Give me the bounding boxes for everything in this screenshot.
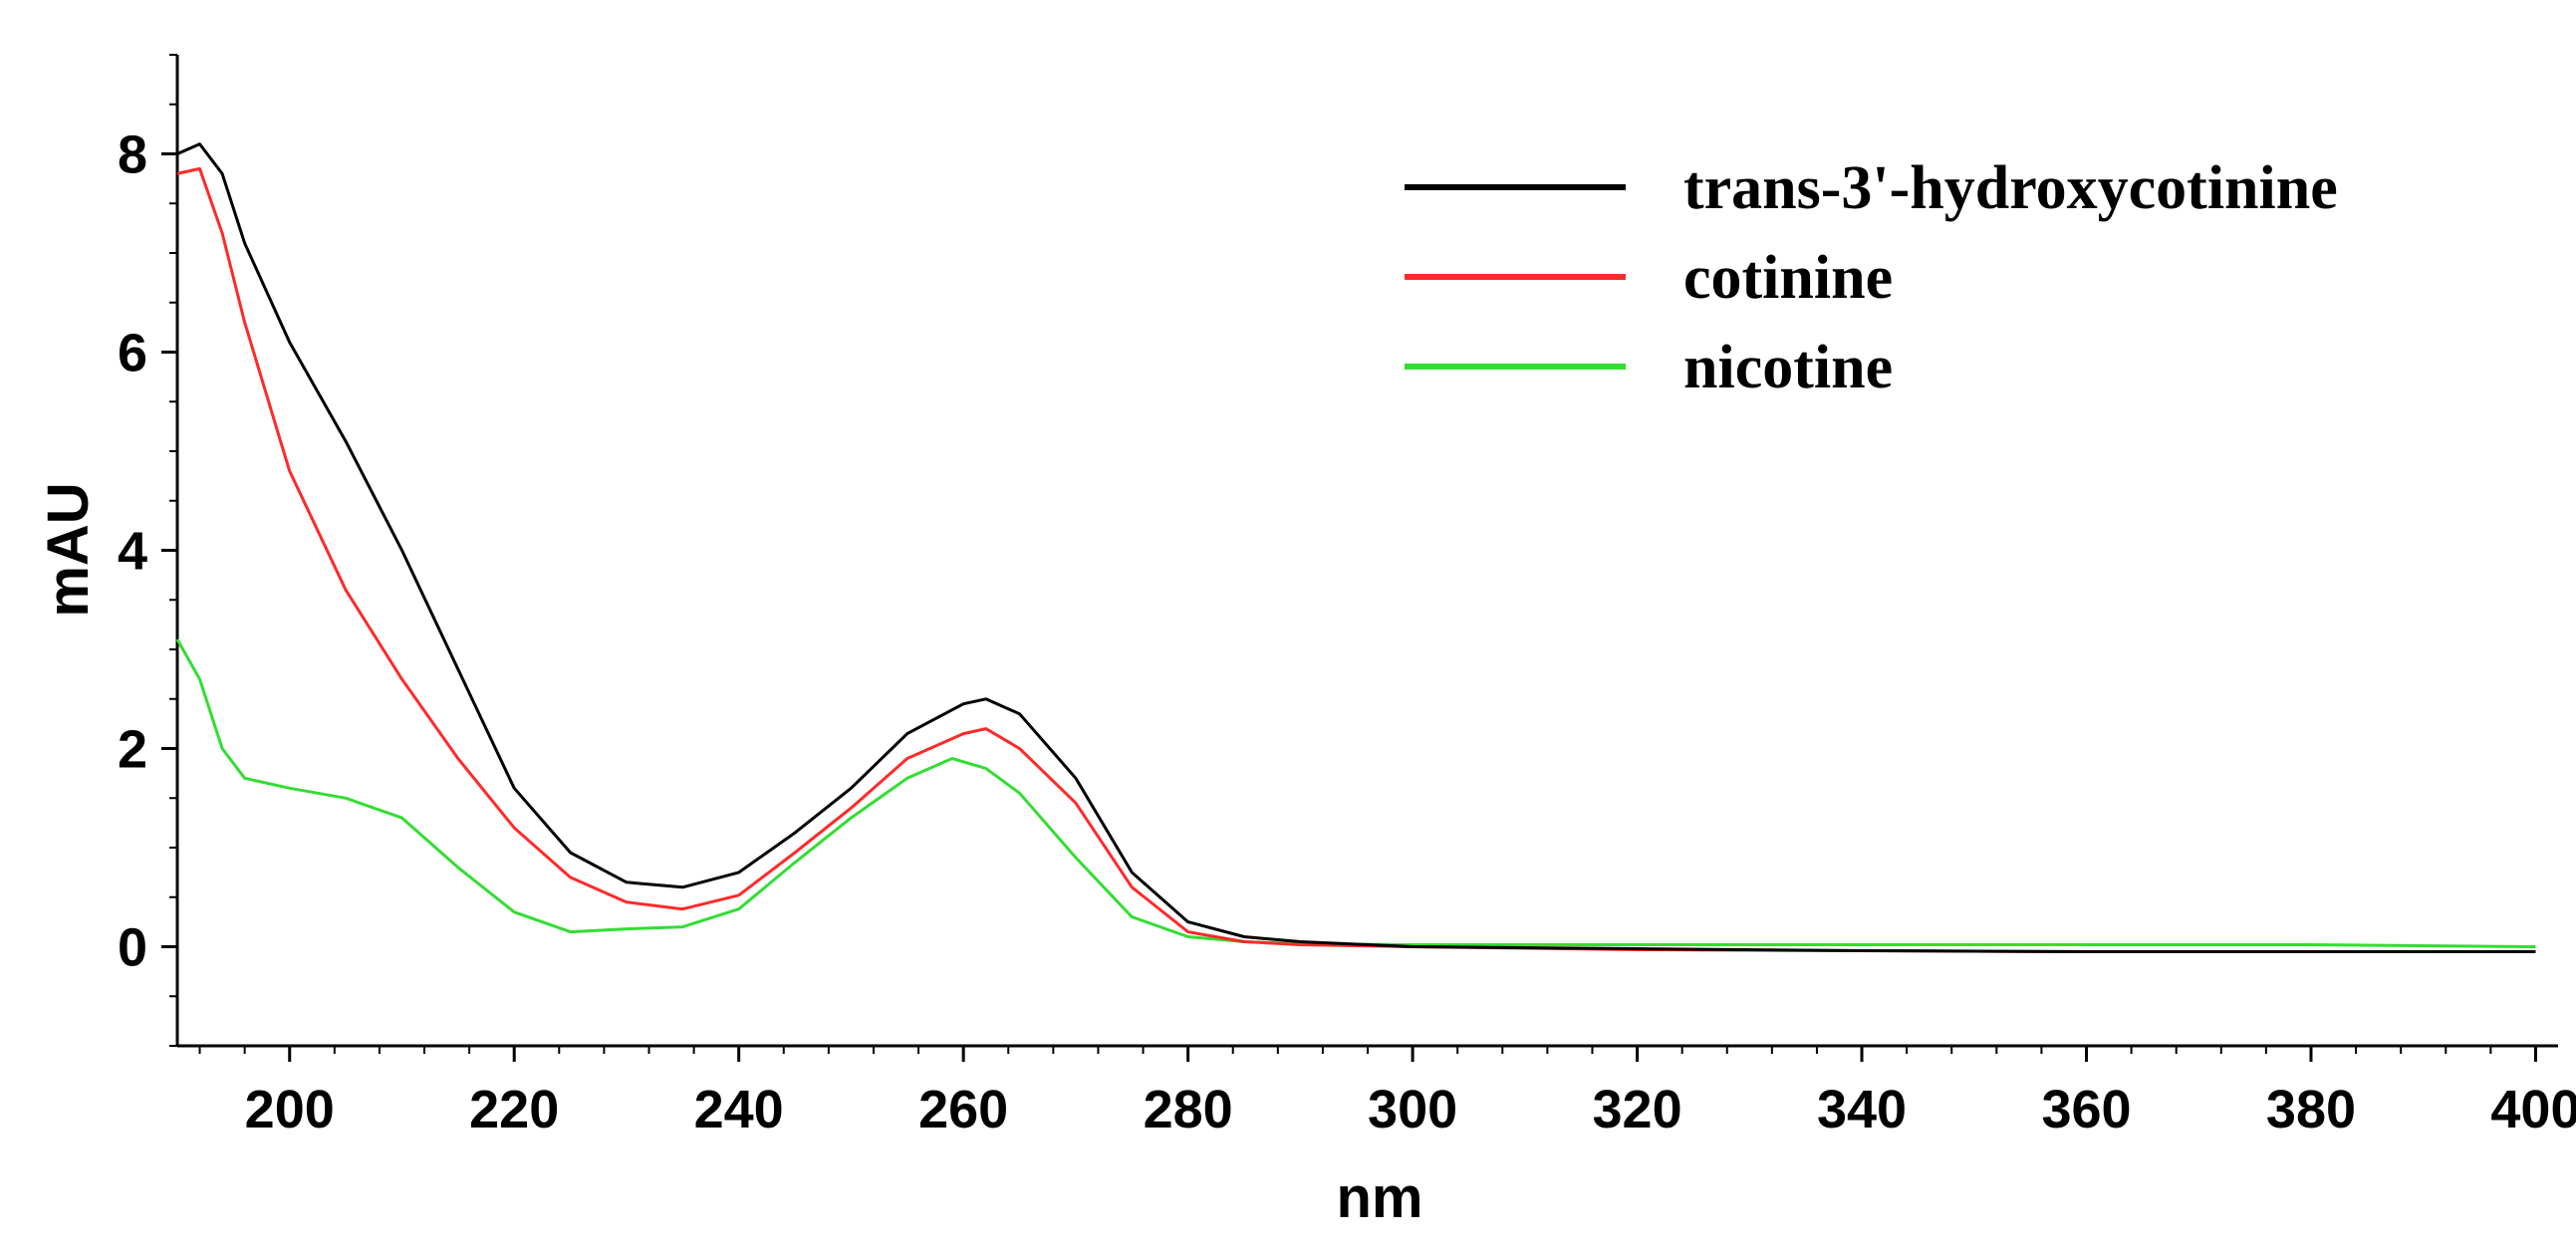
y-tick-label: 4	[118, 522, 147, 582]
x-tick-label: 200	[245, 1080, 335, 1139]
x-tick-label: 380	[2266, 1080, 2356, 1139]
x-tick-label: 280	[1144, 1080, 1233, 1139]
y-tick-label: 0	[118, 918, 147, 978]
legend-label-trans-3-hydroxycotinine: trans-3'-hydroxycotinine	[1683, 154, 2338, 222]
y-axis-title: mAU	[36, 482, 101, 617]
x-tick-label: 360	[2041, 1080, 2131, 1139]
series-lines	[175, 142, 2536, 953]
x-tick-label: 240	[694, 1080, 784, 1139]
y-tick-labels: 0 2 4 6 8	[118, 125, 147, 978]
y-axis	[161, 55, 179, 1046]
x-tick-label: 340	[1817, 1080, 1907, 1139]
legend-label-nicotine: nicotine	[1683, 334, 1893, 401]
x-axis-title: nm	[1337, 1165, 1423, 1230]
y-tick-label: 2	[118, 720, 147, 780]
legend: trans-3'-hydroxycotinine cotinine nicotine	[1405, 154, 2338, 401]
series-line-nicotine	[175, 638, 2536, 948]
series-line-cotinine	[176, 166, 2536, 953]
y-tick-label: 6	[118, 324, 147, 383]
x-axis	[177, 1044, 2558, 1062]
x-tick-label: 260	[918, 1080, 1008, 1139]
series-line-trans-3-hydroxycotinine	[176, 142, 2536, 953]
x-tick-label: 320	[1593, 1080, 1682, 1139]
y-tick-label: 8	[118, 125, 147, 185]
x-tick-label: 400	[2490, 1080, 2576, 1139]
x-tick-label: 300	[1368, 1080, 1457, 1139]
legend-label-cotinine: cotinine	[1683, 244, 1893, 312]
x-tick-labels: 200 220 240 260 280 300 320 340 360 380 400	[245, 1080, 2576, 1139]
x-tick-label: 220	[469, 1080, 559, 1139]
